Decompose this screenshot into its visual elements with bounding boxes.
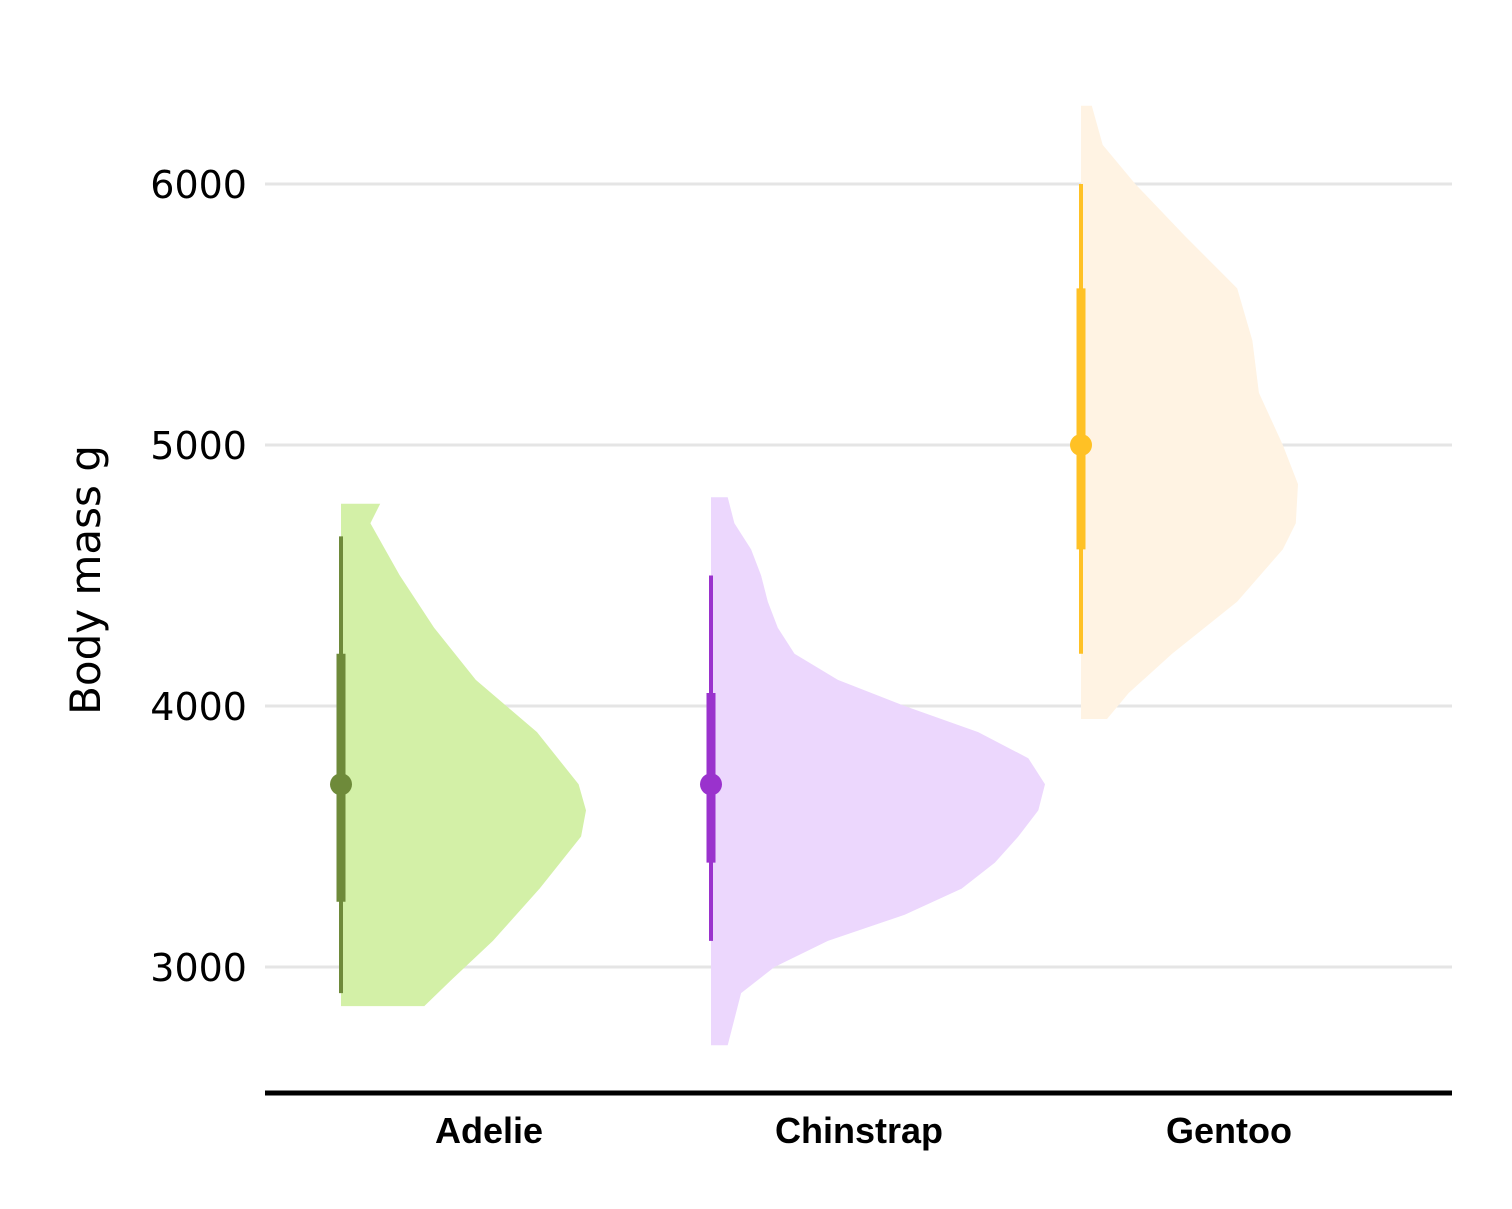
y-tick-label: 3000 [150, 946, 247, 990]
median-point-chinstrap [700, 773, 722, 796]
median-point-adelie [330, 773, 352, 796]
violin-gentoo [1081, 105, 1298, 719]
interval-bars [330, 184, 1092, 994]
x-tick-label: Chinstrap [775, 1110, 943, 1151]
y-tick-label: 4000 [150, 685, 247, 729]
y-axis-label: Body mass g [61, 445, 110, 715]
violin-adelie [341, 503, 586, 1007]
x-tick-label: Adelie [435, 1110, 543, 1151]
violin-chinstrap [711, 497, 1045, 1046]
y-tick-label: 6000 [150, 163, 247, 207]
y-axis-tick-labels: 3000 4000 5000 6000 [150, 163, 247, 990]
y-tick-label: 5000 [150, 424, 247, 468]
median-point-gentoo [1070, 434, 1092, 456]
x-tick-label: Gentoo [1166, 1110, 1292, 1151]
x-axis-tick-labels: Adelie Chinstrap Gentoo [435, 1110, 1292, 1151]
violins [341, 105, 1298, 1046]
